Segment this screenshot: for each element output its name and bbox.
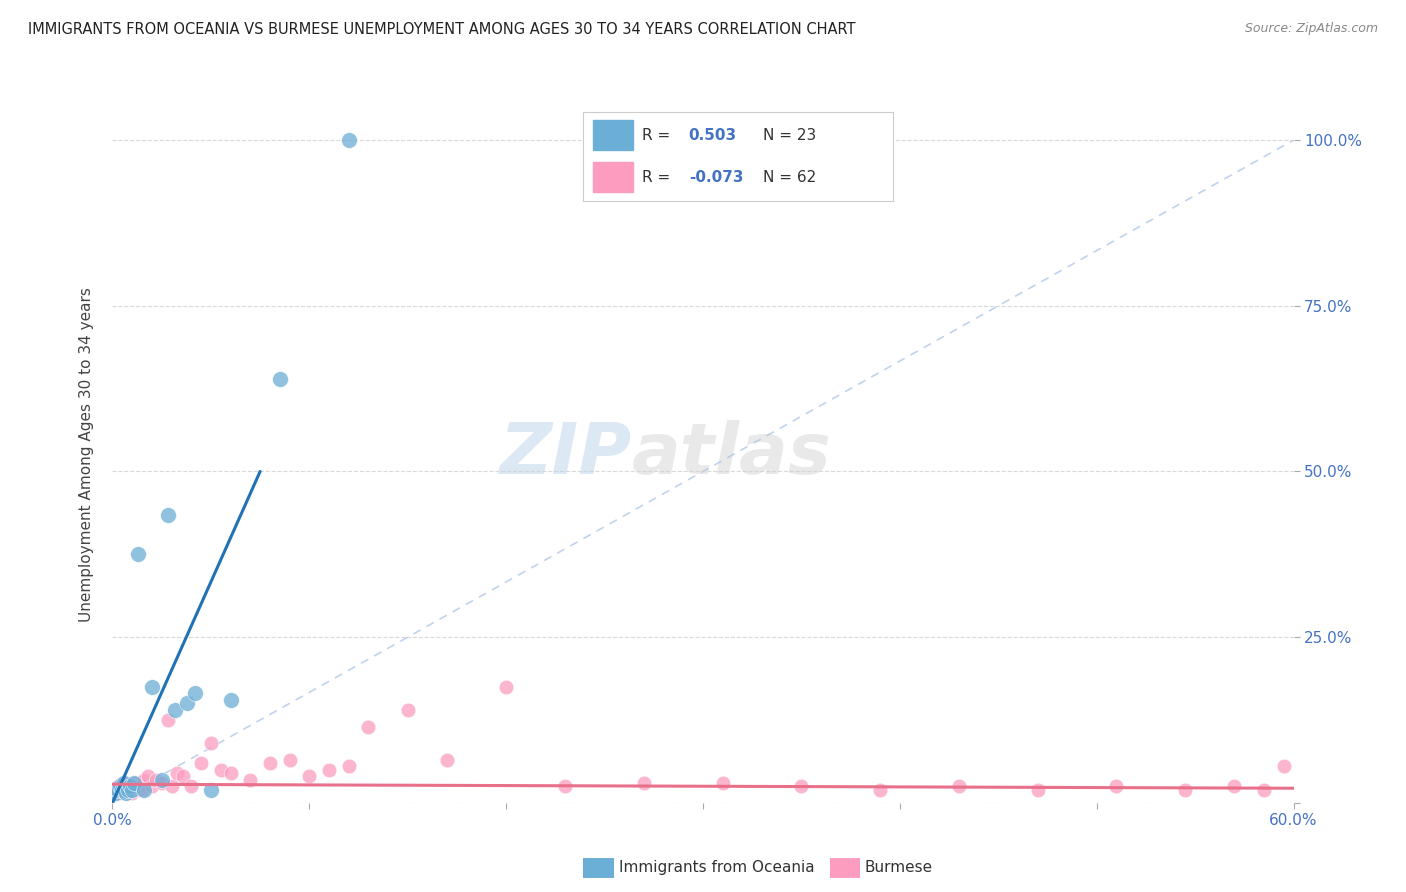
Point — [122, 776, 145, 790]
Point — [117, 782, 139, 797]
Point — [120, 779, 142, 793]
Point — [103, 786, 125, 800]
Point — [112, 782, 135, 797]
Text: N = 62: N = 62 — [763, 169, 815, 185]
Point — [269, 372, 291, 386]
Point — [121, 782, 143, 797]
Point — [298, 769, 321, 783]
Text: -0.073: -0.073 — [689, 169, 744, 185]
Point — [127, 547, 149, 561]
Point — [209, 763, 232, 777]
Text: atlas: atlas — [633, 420, 832, 490]
Point — [160, 779, 183, 793]
Point — [436, 753, 458, 767]
Point — [145, 772, 167, 787]
Text: R =: R = — [643, 169, 671, 185]
Point — [107, 782, 129, 797]
Point — [110, 786, 132, 800]
FancyBboxPatch shape — [593, 120, 633, 150]
Point — [1272, 759, 1295, 773]
Y-axis label: Unemployment Among Ages 30 to 34 years: Unemployment Among Ages 30 to 34 years — [79, 287, 94, 623]
Point — [337, 133, 360, 147]
Point — [121, 786, 143, 800]
Point — [115, 786, 138, 800]
Point — [122, 776, 145, 790]
Point — [278, 753, 301, 767]
Point — [111, 782, 134, 797]
Point — [396, 703, 419, 717]
Point — [633, 776, 655, 790]
Point — [166, 766, 188, 780]
Point — [200, 782, 222, 797]
Point — [105, 782, 128, 797]
Point — [190, 756, 212, 770]
Text: 0.503: 0.503 — [689, 128, 737, 143]
Point — [150, 776, 173, 790]
Point — [150, 772, 173, 787]
Point — [136, 769, 159, 783]
Point — [1223, 779, 1246, 793]
Text: R =: R = — [643, 128, 671, 143]
Point — [125, 782, 148, 797]
Point — [111, 776, 134, 790]
Point — [156, 713, 179, 727]
Point — [105, 786, 128, 800]
Point — [117, 782, 139, 797]
Point — [165, 703, 187, 717]
Point — [948, 779, 970, 793]
Point — [111, 782, 134, 797]
Point — [112, 776, 135, 790]
Point — [1026, 782, 1049, 797]
Point — [115, 776, 138, 790]
Point — [239, 772, 262, 787]
Point — [110, 779, 132, 793]
FancyBboxPatch shape — [593, 162, 633, 192]
Point — [132, 772, 155, 787]
Point — [790, 779, 813, 793]
Text: Source: ZipAtlas.com: Source: ZipAtlas.com — [1244, 22, 1378, 36]
Point — [112, 779, 135, 793]
Point — [156, 508, 179, 522]
Point — [318, 763, 340, 777]
Point — [554, 779, 576, 793]
Point — [200, 736, 222, 750]
Point — [129, 776, 152, 790]
Point — [337, 759, 360, 773]
Point — [120, 779, 142, 793]
Point — [219, 693, 242, 707]
Point — [495, 680, 517, 694]
Text: Burmese: Burmese — [865, 860, 932, 874]
Point — [141, 680, 163, 694]
Point — [869, 782, 891, 797]
Point — [131, 782, 153, 797]
Point — [259, 756, 281, 770]
Point — [1253, 782, 1275, 797]
Point — [132, 782, 155, 797]
Point — [1174, 782, 1197, 797]
Point — [107, 779, 129, 793]
Point — [172, 769, 194, 783]
Point — [711, 776, 734, 790]
Point — [219, 766, 242, 780]
Text: IMMIGRANTS FROM OCEANIA VS BURMESE UNEMPLOYMENT AMONG AGES 30 TO 34 YEARS CORREL: IMMIGRANTS FROM OCEANIA VS BURMESE UNEMP… — [28, 22, 856, 37]
Text: N = 23: N = 23 — [763, 128, 815, 143]
Point — [176, 697, 198, 711]
Point — [127, 779, 149, 793]
Point — [184, 686, 207, 700]
Point — [357, 720, 380, 734]
Point — [180, 779, 202, 793]
Text: Immigrants from Oceania: Immigrants from Oceania — [619, 860, 814, 874]
Point — [141, 779, 163, 793]
Point — [1105, 779, 1128, 793]
Text: ZIP: ZIP — [501, 420, 633, 490]
